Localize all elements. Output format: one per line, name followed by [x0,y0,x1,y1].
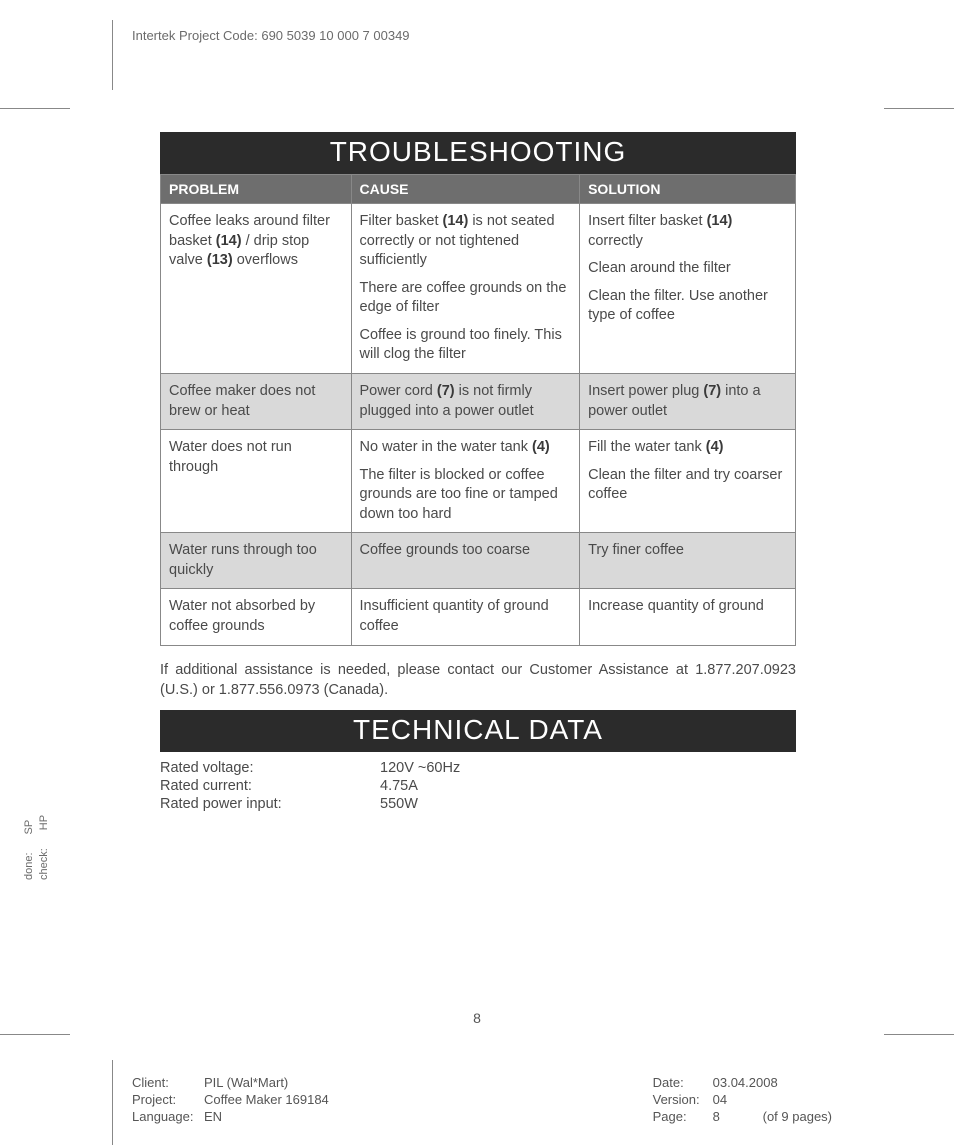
done-label: done: [22,852,37,880]
language-label: Language: [132,1109,204,1124]
power-value: 550W [380,796,796,812]
footer: Client: PIL (Wal*Mart) Project: Coffee M… [132,1075,832,1124]
page-number: 8 [0,1010,954,1026]
cell-solution: Fill the water tank (4)Clean the filter … [580,430,796,533]
power-label: Rated power input: [160,796,380,812]
cell-cause: Insufficient quantity of ground coffee [351,589,580,645]
current-label: Rated current: [160,778,380,794]
cell-solution: Insert power plug (7) into a power outle… [580,373,796,429]
assistance-text: If additional assistance is needed, plea… [160,660,796,701]
table-row: Water does not run throughNo water in th… [161,430,796,533]
date-label: Date: [653,1075,713,1090]
voltage-label: Rated voltage: [160,760,380,776]
voltage-value: 120V ~60Hz [380,760,796,776]
table-row: Coffee maker does not brew or heatPower … [161,373,796,429]
table-row: Water not absorbed by coffee groundsInsu… [161,589,796,645]
current-value: 4.75A [380,778,796,794]
troubleshooting-table: PROBLEM CAUSE SOLUTION Coffee leaks arou… [160,174,796,646]
cell-problem: Coffee leaks around filter basket (14) /… [161,204,352,374]
client-label: Client: [132,1075,204,1090]
cell-solution: Try finer coffee [580,533,796,589]
page-label: Page: [653,1109,713,1124]
cell-cause: Coffee grounds too coarse [351,533,580,589]
cell-cause: No water in the water tank (4)The filter… [351,430,580,533]
version-value: 04 [713,1092,832,1107]
cell-problem: Water runs through too quickly [161,533,352,589]
th-problem: PROBLEM [161,175,352,204]
cell-cause: Power cord (7) is not firmly plugged int… [351,373,580,429]
cell-cause: Filter basket (14) is not seated correct… [351,204,580,374]
cell-problem: Water does not run through [161,430,352,533]
technical-data: Rated voltage: 120V ~60Hz Rated current:… [160,760,796,812]
project-label: Project: [132,1092,204,1107]
done-value: SP [22,820,37,835]
side-notes: done: SP check: HP [22,815,53,880]
client-value: PIL (Wal*Mart) [204,1075,329,1090]
cell-problem: Coffee maker does not brew or heat [161,373,352,429]
table-row: Coffee leaks around filter basket (14) /… [161,204,796,374]
technical-heading: TECHNICAL DATA [160,710,796,752]
check-value: HP [37,815,52,830]
project-code: Intertek Project Code: 690 5039 10 000 7… [132,28,410,43]
troubleshooting-heading: TROUBLESHOOTING [160,132,796,174]
date-value: 03.04.2008 [713,1075,832,1090]
page-content: TROUBLESHOOTING PROBLEM CAUSE SOLUTION C… [160,132,796,812]
cell-solution: Increase quantity of ground [580,589,796,645]
cell-problem: Water not absorbed by coffee grounds [161,589,352,645]
page-value: 8 [713,1109,763,1124]
page-total: (of 9 pages) [763,1109,832,1124]
version-label: Version: [653,1092,713,1107]
th-solution: SOLUTION [580,175,796,204]
table-row: Water runs through too quicklyCoffee gro… [161,533,796,589]
language-value: EN [204,1109,329,1124]
project-value: Coffee Maker 169184 [204,1092,329,1107]
check-label: check: [37,848,52,880]
cell-solution: Insert filter basket (14) correctlyClean… [580,204,796,374]
th-cause: CAUSE [351,175,580,204]
